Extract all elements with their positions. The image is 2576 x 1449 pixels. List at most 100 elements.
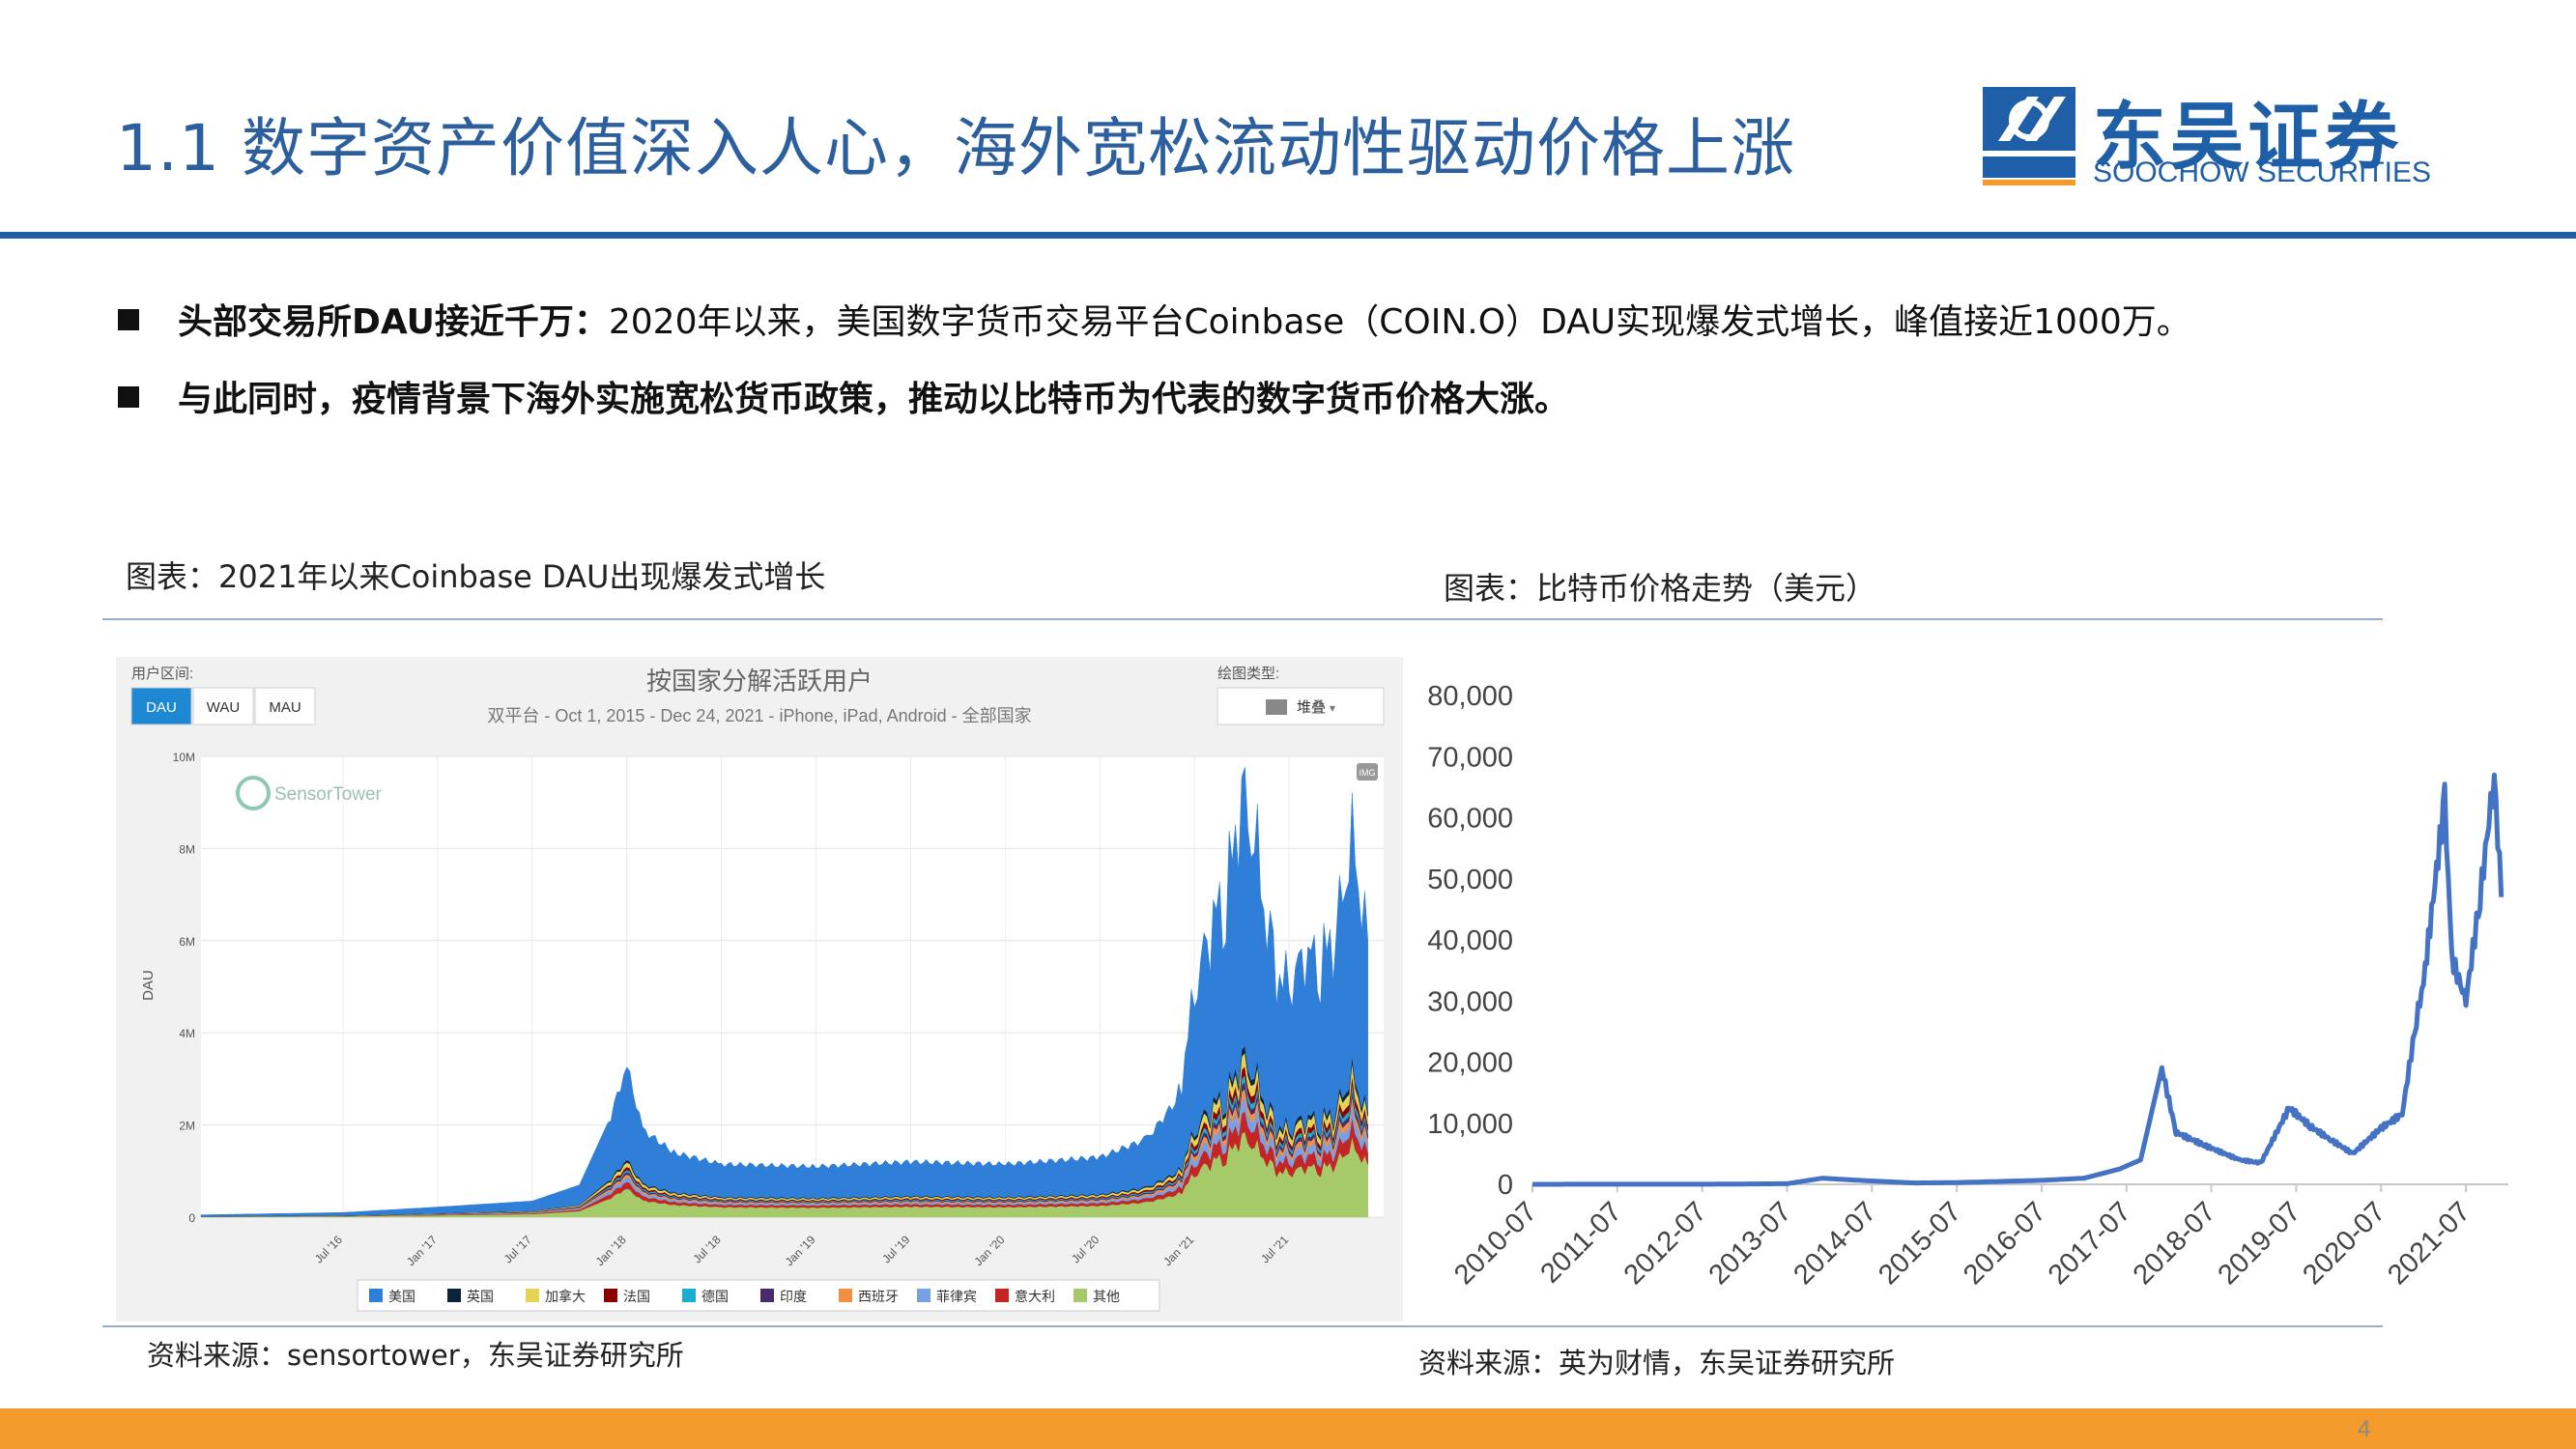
dau-x-tick-label: Jan '17 [404,1233,440,1268]
bullet-square-icon [118,309,139,330]
btc-y-tick-label: 50,000 [1427,865,1513,895]
dau-x-tick-label: Jan '20 [971,1233,1007,1268]
legend-item-加拿大[interactable]: 加拿大 [545,1289,586,1304]
legend-swatch [604,1289,617,1302]
sensortower-watermark: SensorTower [274,784,383,805]
dau-x-tick-label: Jan '19 [783,1233,818,1268]
btc-x-tick-label: 2021-07 [2382,1196,2476,1291]
bullet-1-text: 2020年以来，美国数字货币交易平台Coinbase（COIN.O）DAU实现爆… [608,302,2191,342]
dau-chart-subtitle: 双平台 - Oct 1, 2015 - Dec 24, 2021 - iPhon… [487,706,1031,725]
btc-y-tick-label: 80,000 [1427,681,1513,712]
soochow-logo-icon [1983,87,2075,185]
bullet-2-bold: 与此同时，疫情背景下海外实施宽松货币政策，推动以比特币为代表的数字货币价格大涨。 [178,380,1570,419]
dau-x-tick-label: Jul '21 [1258,1233,1291,1265]
dau-x-tick-label: Jan '18 [593,1233,629,1268]
legend-item-法国[interactable]: 法国 [623,1289,650,1304]
legend-swatch [995,1289,1009,1302]
legend-item-印度[interactable]: 印度 [780,1289,807,1304]
legend-item-意大利[interactable]: 意大利 [1015,1289,1055,1304]
dau-area-美国 [200,767,1368,1217]
right-figure-caption: 图表：比特币价格走势（美元） [1444,570,1877,607]
legend-swatch [447,1289,461,1302]
range-button-wau[interactable] [192,687,254,725]
range-button-mau[interactable] [254,687,316,725]
page-title: 1.1 数字资产价值深入人心，海外宽松流动性驱动价格上涨 [116,111,1795,185]
dau-chart-svg: 用户区间: DAU WAU MAU 绘图类型: 堆叠 ▾ 按国家分解活跃用户 双平台… [130,666,1385,1312]
chart-type-value: 堆叠 [1297,699,1326,716]
caption-divider [102,618,2383,620]
btc-x-tick-label: 2020-07 [2297,1196,2391,1291]
bullet-item-1: 头部交易所DAU接近千万：2020年以来，美国数字货币交易平台Coinbase（… [118,294,2191,344]
logo-cn-text: 东吴证券 [2093,94,2402,180]
footer-bar [0,1408,2576,1449]
sensortower-logo-icon [236,776,271,810]
dau-y-tick-label: 0 [188,1211,195,1225]
dau-x-tick-label: Jul '17 [501,1233,534,1265]
right-figure-source: 资料来源：英为财情，东吴证券研究所 [1418,1347,1896,1379]
btc-x-tick-label: 2010-07 [1448,1196,1543,1291]
dau-x-tick-label: Jul '20 [1069,1233,1102,1265]
range-button-dau[interactable] [130,687,192,725]
legend-item-其他[interactable]: 其他 [1093,1289,1120,1304]
legend-swatch [760,1289,774,1302]
btc-price-chart: 0 10,000 20,000 30,000 40,000 50,000 60,000 70,… [1427,681,2508,1291]
legend-item-英国[interactable]: 英国 [467,1289,494,1304]
btc-x-tick-label: 2012-07 [1618,1196,1713,1291]
bullet-square-icon [118,386,139,408]
dau-x-tick-label: Jul '16 [312,1233,345,1265]
range-button-label: DAU [146,699,177,716]
btc-x-tick-label: 2018-07 [2128,1196,2222,1291]
img-export-label: IMG [1360,768,1376,778]
btc-x-tick-label: 2013-07 [1703,1196,1798,1291]
dau-chart-panel: 用户区间: DAU WAU MAU 绘图类型: 堆叠 ▾ 按国家分解活跃用户 双平台… [116,657,1403,1321]
btc-x-tick-label: 2017-07 [2043,1196,2137,1291]
legend-item-菲律宾[interactable]: 菲律宾 [936,1289,977,1304]
bullet-1-bold: 头部交易所DAU接近千万： [178,302,609,342]
btc-y-tick-label: 70,000 [1427,742,1513,773]
dau-y-tick-label: 10M [173,751,195,764]
dau-legend-box [357,1279,1160,1312]
image-icon [1266,699,1287,715]
source-divider [102,1325,2383,1327]
user-range-label: 用户区间: [131,666,193,682]
legend-item-德国[interactable]: 德国 [701,1289,729,1304]
page-number: 4 [2358,1416,2371,1442]
btc-y-tick-label: 60,000 [1427,804,1513,835]
legend-swatch [1073,1289,1087,1302]
dau-y-tick-label: 4M [179,1027,195,1040]
btc-x-tick-label: 2015-07 [1873,1196,1967,1291]
logo-en-text: SOOCHOW SECURITIES [2093,156,2432,188]
dau-y-tick-label: 8M [179,842,195,856]
dau-chart-title: 按国家分解活跃用户 [646,667,873,696]
btc-x-tick-label: 2011-07 [1534,1196,1627,1289]
img-export-button[interactable] [1357,763,1378,781]
legend-swatch [526,1289,539,1302]
bullet-item-2: 与此同时，疫情背景下海外实施宽松货币政策，推动以比特币为代表的数字货币价格大涨。 [118,371,1569,421]
btc-y-tick-label: 0 [1498,1170,1513,1201]
chart-type-select[interactable] [1216,687,1385,725]
legend-item-西班牙[interactable]: 西班牙 [858,1289,899,1304]
btc-y-tick-label: 40,000 [1427,925,1513,956]
legend-swatch [917,1289,930,1302]
chevron-down-icon: ▾ [1330,701,1335,715]
company-logo: 东吴证券 SOOCHOW SECURITIES [1979,83,2431,189]
legend-item-美国[interactable]: 美国 [388,1289,415,1304]
left-figure-source: 资料来源：sensortower，东吴证券研究所 [147,1339,684,1372]
legend-swatch [682,1289,696,1302]
left-figure-caption: 图表：2021年以来Coinbase DAU出现爆发式增长 [126,558,826,595]
header-divider [0,232,2576,239]
btc-x-tick-label: 2019-07 [2212,1196,2306,1291]
btc-y-tick-label: 20,000 [1427,1048,1513,1079]
range-button-label: MAU [269,699,301,716]
dau-y-axis-label: DAU [140,970,157,1001]
btc-x-tick-label: 2016-07 [1958,1196,2052,1291]
range-button-label: WAU [207,699,240,716]
dau-x-tick-label: Jan '21 [1160,1233,1196,1268]
legend-swatch [839,1289,852,1302]
btc-price-line [1531,772,2504,1187]
dau-y-tick-label: 2M [179,1120,195,1133]
dau-x-tick-label: Jul '18 [691,1233,724,1265]
chart-type-label: 绘图类型: [1217,666,1279,682]
btc-y-tick-label: 10,000 [1427,1109,1513,1140]
dau-y-tick-label: 6M [179,935,195,949]
